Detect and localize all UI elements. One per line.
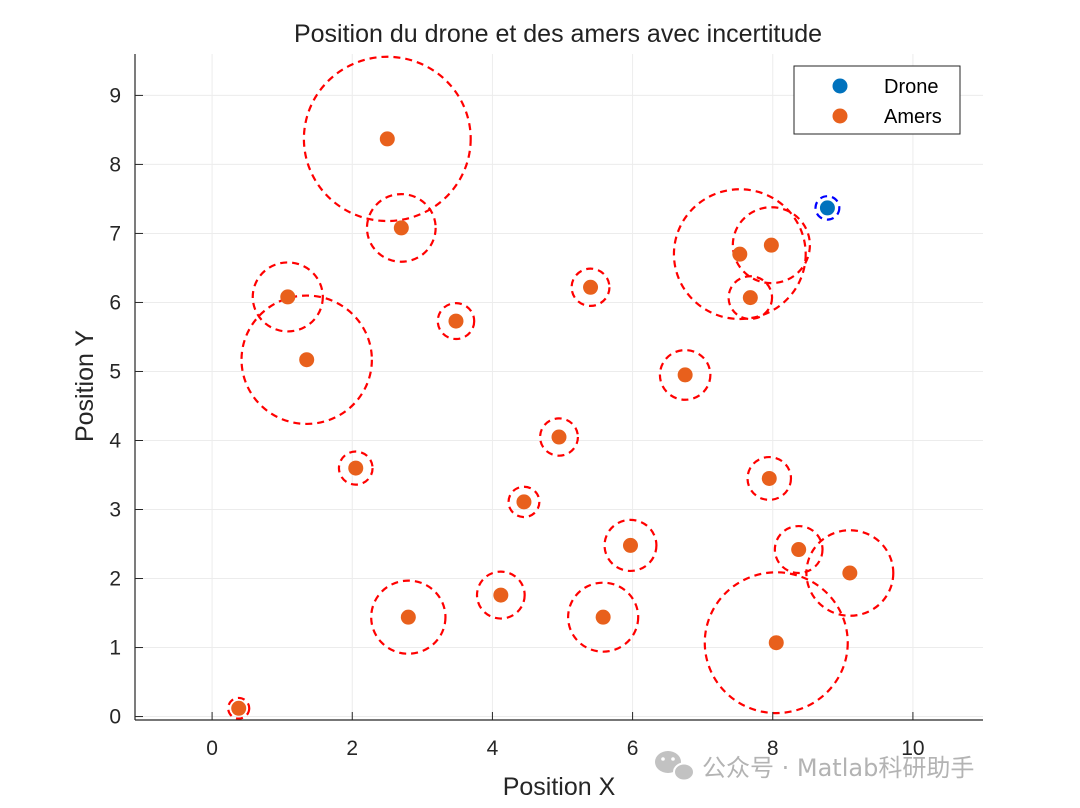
point-amers-17 bbox=[761, 470, 777, 486]
point-amers-8 bbox=[493, 587, 509, 603]
uncertainty-circle-amers-8 bbox=[475, 570, 526, 620]
point-amers-14 bbox=[677, 367, 693, 383]
legend-box bbox=[793, 65, 961, 135]
point-amers-20 bbox=[791, 542, 807, 558]
uncertainty-circle-amers-18 bbox=[731, 206, 811, 285]
uncertainty-circle-amers-4 bbox=[302, 55, 472, 223]
watermark-text: 公众号 · Matlab科研助手 bbox=[702, 754, 974, 782]
uncertainty-circle-amers-15 bbox=[672, 188, 807, 321]
point-amers-3 bbox=[348, 460, 364, 476]
legend-label-drone: Drone bbox=[884, 76, 938, 98]
chart-title: Position du drone et des amers avec ince… bbox=[294, 20, 822, 48]
point-amers-4 bbox=[379, 131, 395, 147]
x-tick-label: 8 bbox=[767, 737, 779, 760]
legend: Drone Amers bbox=[793, 65, 961, 135]
point-drone-0 bbox=[819, 200, 835, 216]
uncertainty-circle-amers-12 bbox=[567, 581, 640, 653]
uncertainty-circle-amers-5 bbox=[365, 193, 437, 263]
y-tick-label: 3 bbox=[109, 499, 121, 522]
uncertainty-circle-amers-0 bbox=[227, 696, 251, 720]
uncertainty-circle-amers-14 bbox=[658, 348, 712, 401]
axes bbox=[134, 54, 983, 721]
point-amers-13 bbox=[622, 537, 638, 553]
x-tick-label: 2 bbox=[346, 737, 358, 760]
wechat-icon bbox=[655, 751, 695, 782]
point-amers-21 bbox=[842, 565, 858, 581]
uncertainty-layer bbox=[227, 55, 895, 720]
uncertainty-circle-amers-17 bbox=[746, 455, 793, 501]
point-amers-6 bbox=[400, 609, 416, 625]
uncertainty-circle-amers-9 bbox=[507, 485, 541, 519]
point-layer bbox=[231, 131, 858, 716]
point-amers-12 bbox=[595, 609, 611, 625]
uncertainty-circle-amers-20 bbox=[773, 524, 824, 575]
point-amers-2 bbox=[299, 352, 315, 368]
x-tick-label: 10 bbox=[901, 737, 924, 760]
watermark: 公众号 · Matlab科研助手 bbox=[655, 751, 974, 782]
y-axis-label: Position Y bbox=[71, 330, 99, 442]
uncertainty-circle-amers-6 bbox=[370, 579, 447, 655]
x-axis-label: Position X bbox=[503, 773, 616, 801]
point-amers-5 bbox=[393, 220, 409, 236]
legend-label-amers: Amers bbox=[884, 106, 942, 128]
y-tick-label: 9 bbox=[109, 84, 121, 107]
legend-marker-drone bbox=[832, 78, 848, 94]
point-amers-15 bbox=[732, 246, 748, 262]
uncertainty-circle-amers-16 bbox=[727, 275, 774, 321]
point-amers-16 bbox=[742, 290, 758, 306]
uncertainty-circle-drone-0 bbox=[814, 195, 841, 221]
uncertainty-circle-amers-11 bbox=[570, 267, 611, 308]
uncertainty-circle-amers-3 bbox=[337, 450, 374, 486]
y-tick-label: 4 bbox=[109, 429, 121, 452]
point-amers-19 bbox=[768, 635, 784, 651]
uncertainty-circle-amers-10 bbox=[538, 417, 580, 457]
y-tick-label: 5 bbox=[109, 360, 121, 383]
y-tick-label: 2 bbox=[109, 568, 121, 591]
point-amers-11 bbox=[583, 279, 599, 295]
uncertainty-circle-amers-7 bbox=[436, 302, 476, 341]
point-amers-9 bbox=[516, 494, 532, 510]
uncertainty-circle-amers-21 bbox=[805, 529, 895, 617]
uncertainty-circle-amers-13 bbox=[603, 518, 658, 573]
uncertainty-circle-amers-19 bbox=[703, 571, 849, 715]
y-tick-label: 7 bbox=[109, 222, 121, 245]
point-amers-18 bbox=[763, 237, 779, 253]
uncertainty-circle-amers-2 bbox=[240, 294, 373, 426]
point-amers-10 bbox=[551, 429, 567, 445]
point-amers-7 bbox=[448, 313, 464, 329]
x-tick-label: 0 bbox=[206, 737, 218, 760]
y-tick-label: 1 bbox=[109, 637, 121, 660]
y-tick-label: 8 bbox=[109, 153, 121, 176]
y-tick-label: 0 bbox=[109, 706, 121, 729]
point-amers-0 bbox=[231, 700, 247, 716]
y-tick-label: 6 bbox=[109, 291, 121, 314]
ticks: 0 2 4 6 8 10 0 1 2 3 4 5 6 7 8 9 bbox=[109, 84, 924, 760]
x-tick-label: 6 bbox=[627, 737, 639, 760]
point-amers-1 bbox=[280, 289, 296, 305]
uncertainty-circle-amers-1 bbox=[251, 261, 324, 333]
x-tick-label: 4 bbox=[487, 737, 499, 760]
legend-marker-amers bbox=[832, 108, 848, 124]
